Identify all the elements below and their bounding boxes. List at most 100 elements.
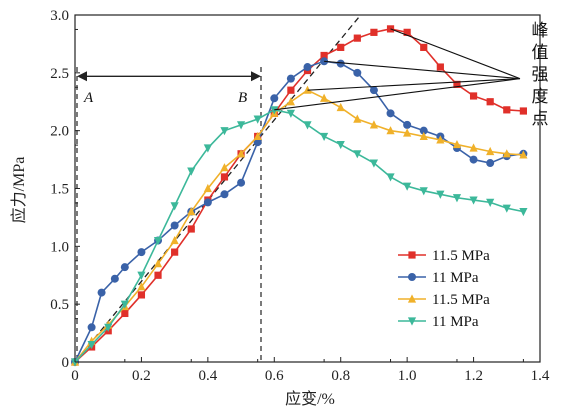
data-point: [353, 34, 361, 42]
label-a: A: [83, 90, 94, 106]
data-point: [303, 121, 312, 130]
data-point: [170, 235, 179, 245]
data-point: [286, 74, 295, 83]
data-point: [137, 271, 146, 280]
data-point: [220, 127, 229, 136]
data-point: [287, 86, 295, 94]
x-axis-title: 应变/%: [285, 389, 335, 408]
linear-fit-dashed-line: [74, 14, 362, 363]
series-4: [70, 106, 528, 367]
data-point: [137, 282, 146, 291]
data-point: [369, 120, 379, 129]
data-point: [369, 86, 378, 95]
data-point: [236, 149, 246, 158]
series-layer: [70, 25, 528, 367]
data-point: [320, 132, 329, 142]
peak-label-char: 点: [532, 109, 549, 129]
data-point: [420, 43, 428, 51]
data-point: [419, 187, 428, 196]
data-point: [87, 323, 96, 332]
arrowhead-right: [251, 71, 261, 82]
legend-label: 11 MPa: [432, 270, 479, 286]
arrowhead-left: [77, 71, 87, 82]
peak-label-char: 峰: [532, 21, 549, 41]
data-point: [120, 300, 129, 309]
y-tick-label: 3.0: [50, 8, 69, 24]
y-tick-label: 2.0: [50, 124, 69, 140]
x-tick-label: 0: [71, 368, 79, 384]
data-point: [436, 63, 444, 71]
x-tick-label: 1.4: [531, 368, 550, 384]
data-point: [469, 196, 478, 205]
series-line: [74, 89, 524, 363]
data-point: [220, 163, 229, 172]
label-b: B: [238, 90, 247, 106]
data-point: [187, 225, 195, 233]
data-point: [369, 159, 379, 168]
data-point: [320, 57, 329, 66]
series-2: [71, 57, 528, 366]
data-point: [203, 183, 212, 193]
data-point: [403, 28, 411, 36]
data-point: [419, 131, 428, 141]
data-point: [154, 271, 162, 279]
data-point: [203, 198, 212, 207]
data-point: [386, 173, 395, 182]
data-point: [220, 173, 229, 181]
data-point: [453, 80, 461, 88]
data-point: [187, 167, 196, 176]
data-point: [120, 263, 129, 272]
tick-layer: 0 0.2 0.4 0.6 0.8 1.0 1.2 1.4 0 0.5 1.0 1.5 2.0 2.5 3.…: [50, 8, 550, 384]
data-point: [407, 317, 417, 326]
data-point: [502, 149, 511, 158]
data-point: [253, 138, 262, 147]
data-point: [408, 251, 416, 259]
data-point: [452, 139, 462, 149]
data-point: [386, 109, 395, 118]
data-point: [137, 291, 146, 299]
data-point: [320, 51, 328, 60]
peak-leader-line: [324, 60, 521, 80]
data-point: [519, 208, 528, 217]
data-point: [519, 150, 528, 159]
data-point: [486, 98, 494, 106]
data-point: [503, 106, 511, 114]
data-point: [87, 341, 96, 350]
data-point: [336, 140, 345, 150]
data-point: [286, 109, 295, 118]
x-tick-label: 0.4: [198, 368, 217, 384]
data-point: [419, 126, 428, 135]
data-point: [403, 120, 412, 129]
series-line: [74, 109, 524, 363]
data-point: [407, 294, 417, 303]
data-point: [170, 202, 179, 211]
peak-label-char: 值: [532, 43, 549, 63]
data-point: [320, 93, 329, 102]
data-point: [469, 155, 478, 164]
x-tick-label: 1.2: [464, 368, 483, 384]
x-tick-label: 0.8: [331, 368, 350, 384]
legend-item: 11.5 MPa: [398, 248, 490, 264]
data-point: [253, 131, 262, 141]
peak-leader-line: [307, 78, 521, 91]
data-point: [370, 28, 378, 36]
data-point: [236, 121, 246, 130]
data-point: [303, 63, 312, 72]
data-point: [336, 102, 345, 112]
legend: 11.5 MPa 11 MPa 11.5 MPa 11 MPa: [398, 248, 490, 330]
data-point: [121, 309, 129, 318]
data-point: [187, 207, 196, 216]
legend-item: 11 MPa: [398, 314, 479, 330]
data-point: [337, 43, 345, 51]
peak-label-char: 度: [532, 87, 549, 107]
data-point: [403, 128, 412, 137]
y-tick-label: 0.5: [50, 297, 69, 313]
data-point: [270, 94, 279, 103]
data-point: [171, 248, 179, 256]
data-point: [502, 204, 511, 213]
data-point: [486, 146, 495, 156]
data-point: [403, 182, 412, 191]
data-point: [386, 126, 395, 135]
data-point: [353, 150, 362, 159]
